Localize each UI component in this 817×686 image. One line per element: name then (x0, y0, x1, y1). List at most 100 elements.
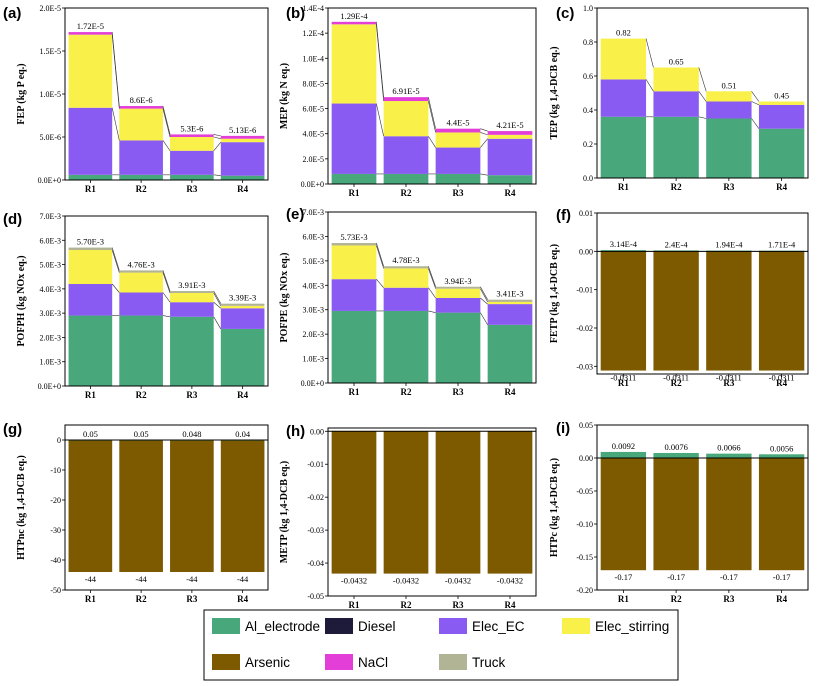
bar-truck-r2 (119, 270, 163, 273)
x-category-label: R2 (136, 594, 147, 604)
y-tick-label: 1.0E-5 (39, 90, 61, 99)
y-tick-label: 8.0E-5 (302, 79, 324, 88)
panel-letter: (e) (286, 206, 304, 223)
connector-line (213, 174, 221, 176)
bar-nacl-r2 (383, 97, 429, 102)
top-value-label: 0.05 (134, 429, 149, 439)
y-tick-label: 1.4E-4 (302, 4, 324, 13)
y-tick-label: -0.10 (576, 520, 593, 529)
connector-line (376, 103, 384, 137)
bar-elec-ec-r2 (383, 287, 429, 311)
connector-line (428, 97, 436, 129)
y-axis-label: POFPH (kg NOx eq.) (16, 255, 27, 346)
connector-line (213, 290, 222, 304)
connector-line (428, 310, 436, 313)
y-tick-label: -30 (50, 526, 61, 535)
bar-arsenic-r2 (119, 440, 163, 572)
legend-swatch-nacl (325, 654, 353, 670)
bar-arsenic-r3 (435, 431, 481, 574)
bar-elec-stirring-r2 (653, 67, 699, 92)
bar-elec-ec-r3 (435, 297, 481, 313)
legend-swatch-arsenic (212, 654, 240, 670)
bar-arsenic-r4 (758, 251, 805, 371)
x-category-label: R1 (349, 600, 360, 610)
y-axis-label: FEP (kg P eq.) (16, 63, 27, 124)
bar-elec-stirring-r1 (68, 34, 113, 108)
y-tick-label: 0.00 (579, 247, 593, 256)
bottom-value-label: -44 (237, 574, 249, 584)
x-category-label: R1 (618, 182, 629, 192)
x-category-label: R1 (618, 378, 629, 388)
connector-line (213, 136, 221, 140)
top-value-label: 3.41E-3 (496, 289, 523, 299)
y-tick-label: -10 (50, 466, 61, 475)
connector-line (213, 141, 222, 151)
bar-elec-ec-r1 (331, 103, 377, 174)
top-value-label: 0.51 (721, 80, 736, 90)
connector-line (213, 292, 222, 307)
connector-line (162, 108, 171, 138)
x-category-label: R2 (401, 387, 412, 397)
bar-elec-ec-r4 (487, 304, 533, 325)
connector-line (645, 79, 654, 92)
bar-elec-ec-r2 (653, 91, 699, 117)
bar-al-electrode-r1 (68, 174, 113, 180)
bar-al-electrode-r1 (68, 315, 113, 386)
top-value-label: 3.39E-3 (229, 293, 256, 303)
bar-elec-stirring-r3 (435, 132, 481, 148)
top-value-label: 5.73E-3 (340, 232, 367, 242)
y-tick-label: 2.0E-5 (39, 4, 61, 13)
y-tick-label: 0.4 (583, 106, 593, 115)
x-category-label: R3 (723, 378, 734, 388)
plot-frame (327, 427, 537, 597)
connector-line (213, 134, 221, 137)
legend-label-truck: Truck (472, 655, 505, 670)
top-value-label: 0.65 (669, 57, 684, 67)
y-tick-label: 5.0E-6 (39, 133, 61, 142)
x-category-label: R4 (505, 600, 516, 610)
bar-al-electrode-r4 (220, 175, 265, 180)
connector-line (428, 266, 436, 287)
y-tick-label: 7.0E-3 (302, 208, 324, 217)
connector-line (111, 107, 120, 141)
bar-elec-ec-r3 (706, 101, 752, 119)
y-tick-label: -0.03 (576, 362, 593, 371)
bar-elec-ec-r4 (220, 308, 265, 329)
y-tick-label: 0.00 (579, 454, 593, 463)
connector-line (376, 245, 384, 269)
y-tick-label: 1.0E-3 (302, 355, 324, 364)
plot-frame (64, 215, 269, 387)
bar-elec-stirring-r2 (119, 272, 163, 293)
bottom-value-label: -0.17 (720, 572, 738, 582)
connector-line (162, 270, 171, 292)
connector-line (480, 288, 488, 303)
bottom-value-label: -44 (135, 574, 147, 584)
bar-elec-stirring-r4 (487, 301, 533, 305)
connector-line (480, 312, 488, 326)
bottom-value-label: -0.17 (667, 572, 685, 582)
bar-al-electrode-r1 (600, 250, 647, 252)
bar-nacl-r3 (435, 128, 481, 133)
top-value-label: 3.91E-3 (178, 280, 205, 290)
bar-arsenic-r1 (600, 458, 647, 571)
panel-f: (f) FETP (kg 1,4-DCB eq.) 0.01 0.00 -0.01 -0.… (549, 207, 809, 388)
y-tick-label: 1.2E-4 (302, 29, 324, 38)
top-value-label: 5.3E-6 (180, 123, 203, 133)
y-tick-label: 4.0E-3 (302, 281, 324, 290)
y-tick-label: 1.0E-4 (302, 54, 324, 63)
legend-swatch-truck (439, 654, 467, 670)
x-category-label: R2 (671, 182, 682, 192)
connector-line (376, 278, 384, 288)
bar-nacl-r1 (68, 32, 113, 35)
top-value-label: 1.29E-4 (340, 11, 368, 21)
connector-line (162, 105, 171, 135)
y-tick-label: -0.03 (307, 526, 324, 535)
bar-arsenic-r2 (383, 431, 429, 574)
bottom-value-label: -0.0311 (663, 373, 689, 383)
bar-al-electrode-r4 (487, 324, 533, 383)
panel-b: (b) MEP (kg N eq.) 0.0E+0 2.0E-5 4.0E-5 6.0E-… (279, 4, 537, 198)
connector-line (428, 287, 436, 299)
connector-line (428, 100, 436, 133)
x-category-label: R4 (505, 188, 516, 198)
plot-frame (596, 424, 809, 591)
